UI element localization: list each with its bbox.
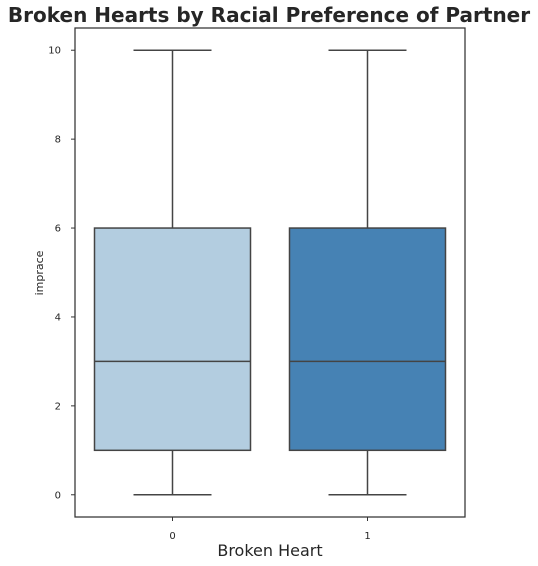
y-tick-label: 8 — [55, 135, 61, 146]
y-tick-label: 2 — [55, 401, 61, 412]
y-axis-ticks: 0 2 4 6 8 10 — [48, 46, 75, 501]
interquartile-box — [288, 227, 447, 452]
x-tick-label: 1 — [364, 531, 370, 542]
y-axis-label: imprace — [33, 250, 46, 295]
plot-area-frame — [74, 27, 466, 518]
interquartile-box — [93, 227, 252, 452]
y-tick-label: 0 — [55, 490, 61, 501]
box-1 — [288, 49, 447, 496]
y-tick-label: 4 — [55, 312, 61, 323]
chart-title: Broken Hearts by Racial Preference of Pa… — [8, 3, 530, 27]
y-tick-label: 6 — [55, 224, 61, 235]
y-tick-label: 10 — [48, 46, 61, 57]
x-tick-label: 0 — [169, 531, 175, 542]
box-series — [93, 49, 447, 496]
box-0 — [93, 49, 252, 496]
x-axis-label: Broken Heart — [217, 541, 322, 560]
